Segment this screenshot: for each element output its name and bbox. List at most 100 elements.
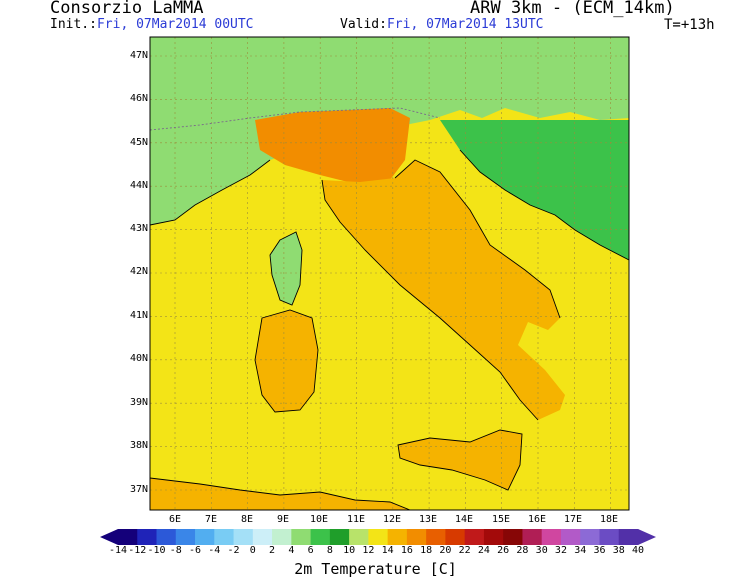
sicily-island — [398, 430, 522, 490]
colorbar-tick-label: 6 — [307, 545, 314, 556]
colorbar-swatch — [233, 529, 254, 545]
colorbar-title: 2m Temperature [C] — [294, 560, 457, 578]
init-value: Fri, 07Mar2014 00UTC — [96, 17, 254, 32]
land-group — [150, 37, 629, 510]
colorbar-tick-label: 20 — [439, 545, 452, 556]
colorbar-tick-label: -8 — [169, 545, 182, 556]
valid-prefix: Valid: — [340, 17, 387, 32]
colorbar-swatch — [580, 529, 600, 545]
colorbar-swatch — [483, 529, 504, 545]
colorbar-tick-label: 16 — [400, 545, 413, 556]
colorbar-tick-label: 28 — [516, 545, 529, 556]
colorbar-swatch — [310, 529, 331, 545]
lon-label: 8E — [240, 514, 254, 525]
map-frame — [149, 36, 630, 511]
colorbar-swatch — [118, 529, 138, 545]
colorbar-swatch — [445, 529, 466, 545]
colorbar-swatch — [522, 529, 543, 545]
colorbar-tick-label: 32 — [554, 545, 567, 556]
colorbar — [100, 529, 656, 545]
lat-label: 41N — [129, 310, 148, 321]
colorbar-tick-label: 10 — [343, 545, 356, 556]
lon-label: 9E — [276, 514, 290, 525]
colorbar-tick-label: -6 — [189, 545, 202, 556]
colorbar-tick-label: -2 — [227, 545, 240, 556]
colorbar-swatch — [156, 529, 177, 545]
corsica-island — [270, 232, 302, 305]
colorbar-swatch — [464, 529, 485, 545]
colorbar-tick-label: 26 — [497, 545, 510, 556]
colorbar-swatch — [175, 529, 196, 545]
colorbar-tick-label: -12 — [128, 545, 147, 556]
forecast-step: T=+13h — [664, 17, 715, 33]
temperature-map — [149, 36, 630, 511]
lon-label: 16E — [527, 514, 547, 525]
sardinia-island — [255, 310, 318, 412]
colorbar-swatch — [329, 529, 350, 545]
lon-label: 11E — [346, 514, 366, 525]
north-africa-land — [150, 478, 410, 510]
colorbar-tick-label: 12 — [362, 545, 375, 556]
colorbar-tick-label: 18 — [420, 545, 433, 556]
colorbar-swatch — [618, 529, 639, 545]
colorbar-swatch — [252, 529, 273, 545]
lat-label: 42N — [129, 266, 148, 277]
lat-lon-grid — [150, 37, 629, 510]
colorbar-tick-label: -14 — [108, 545, 128, 556]
colorbar-tick-label: 4 — [288, 545, 295, 556]
lat-label: 39N — [129, 397, 148, 408]
colorbar-swatch — [541, 529, 562, 545]
colorbar-tick-label: 38 — [612, 545, 625, 556]
border-lines — [149, 107, 630, 511]
colorbar-swatch — [137, 529, 158, 545]
colorbar-tick-label: 34 — [574, 545, 587, 556]
lat-label: 40N — [129, 353, 148, 364]
colorbar-swatch — [349, 529, 369, 545]
product-title: ARW 3km - (ECM_14km) — [470, 0, 675, 18]
italy-peninsula — [322, 160, 565, 420]
colorbar-high-arrow — [638, 529, 656, 545]
org-title: Consorzio LaMMA — [50, 0, 204, 18]
colorbar-swatch — [503, 529, 523, 545]
lon-label: 6E — [168, 514, 182, 525]
lon-label: 12E — [382, 514, 402, 525]
lat-label: 43N — [129, 223, 148, 234]
colorbar-swatch — [368, 529, 389, 545]
lon-label: 18E — [599, 514, 619, 525]
colorbar-tick-label: 24 — [477, 545, 490, 556]
colorbar-tick-label: 22 — [458, 545, 471, 556]
init-time: Init.:Fri, 07Mar2014 00UTC — [50, 17, 254, 32]
lat-label: 37N — [129, 484, 148, 495]
colorbar-low-arrow — [100, 529, 118, 545]
colorbar-tick-label: 36 — [593, 545, 606, 556]
balkans-land — [440, 120, 629, 260]
init-prefix: Init.: — [50, 17, 97, 32]
lon-label: 17E — [563, 514, 583, 525]
colorbar-swatch — [406, 529, 427, 545]
colorbar-tick-label: -10 — [147, 545, 166, 556]
lon-label: 13E — [418, 514, 438, 525]
valid-value: Fri, 07Mar2014 13UTC — [386, 17, 544, 32]
colorbar-tick-label: 8 — [326, 545, 333, 556]
colorbar-swatch — [272, 529, 292, 545]
colorbar-tick-label: 40 — [631, 545, 645, 556]
colorbar-swatch — [599, 529, 620, 545]
colorbar-tick-label: 2 — [269, 545, 276, 556]
lat-label: 45N — [129, 137, 148, 148]
valid-time: Valid:Fri, 07Mar2014 13UTC — [340, 17, 544, 32]
colorbar-tick-label: 0 — [249, 545, 256, 556]
lon-label: 7E — [204, 514, 218, 525]
lon-label: 15E — [491, 514, 511, 525]
colorbar-swatch — [560, 529, 581, 545]
lon-label: 10E — [309, 514, 329, 525]
lat-label: 46N — [129, 93, 148, 104]
colorbar-swatch — [426, 529, 446, 545]
colorbar-swatch — [291, 529, 312, 545]
colorbar-swatch — [387, 529, 408, 545]
colorbar-tick-label: 14 — [381, 545, 394, 556]
lat-label: 47N — [129, 50, 148, 61]
po-valley — [255, 108, 410, 185]
lon-label: 14E — [454, 514, 474, 525]
lat-label: 44N — [129, 180, 148, 191]
colorbar-tick-label: -4 — [208, 545, 221, 556]
